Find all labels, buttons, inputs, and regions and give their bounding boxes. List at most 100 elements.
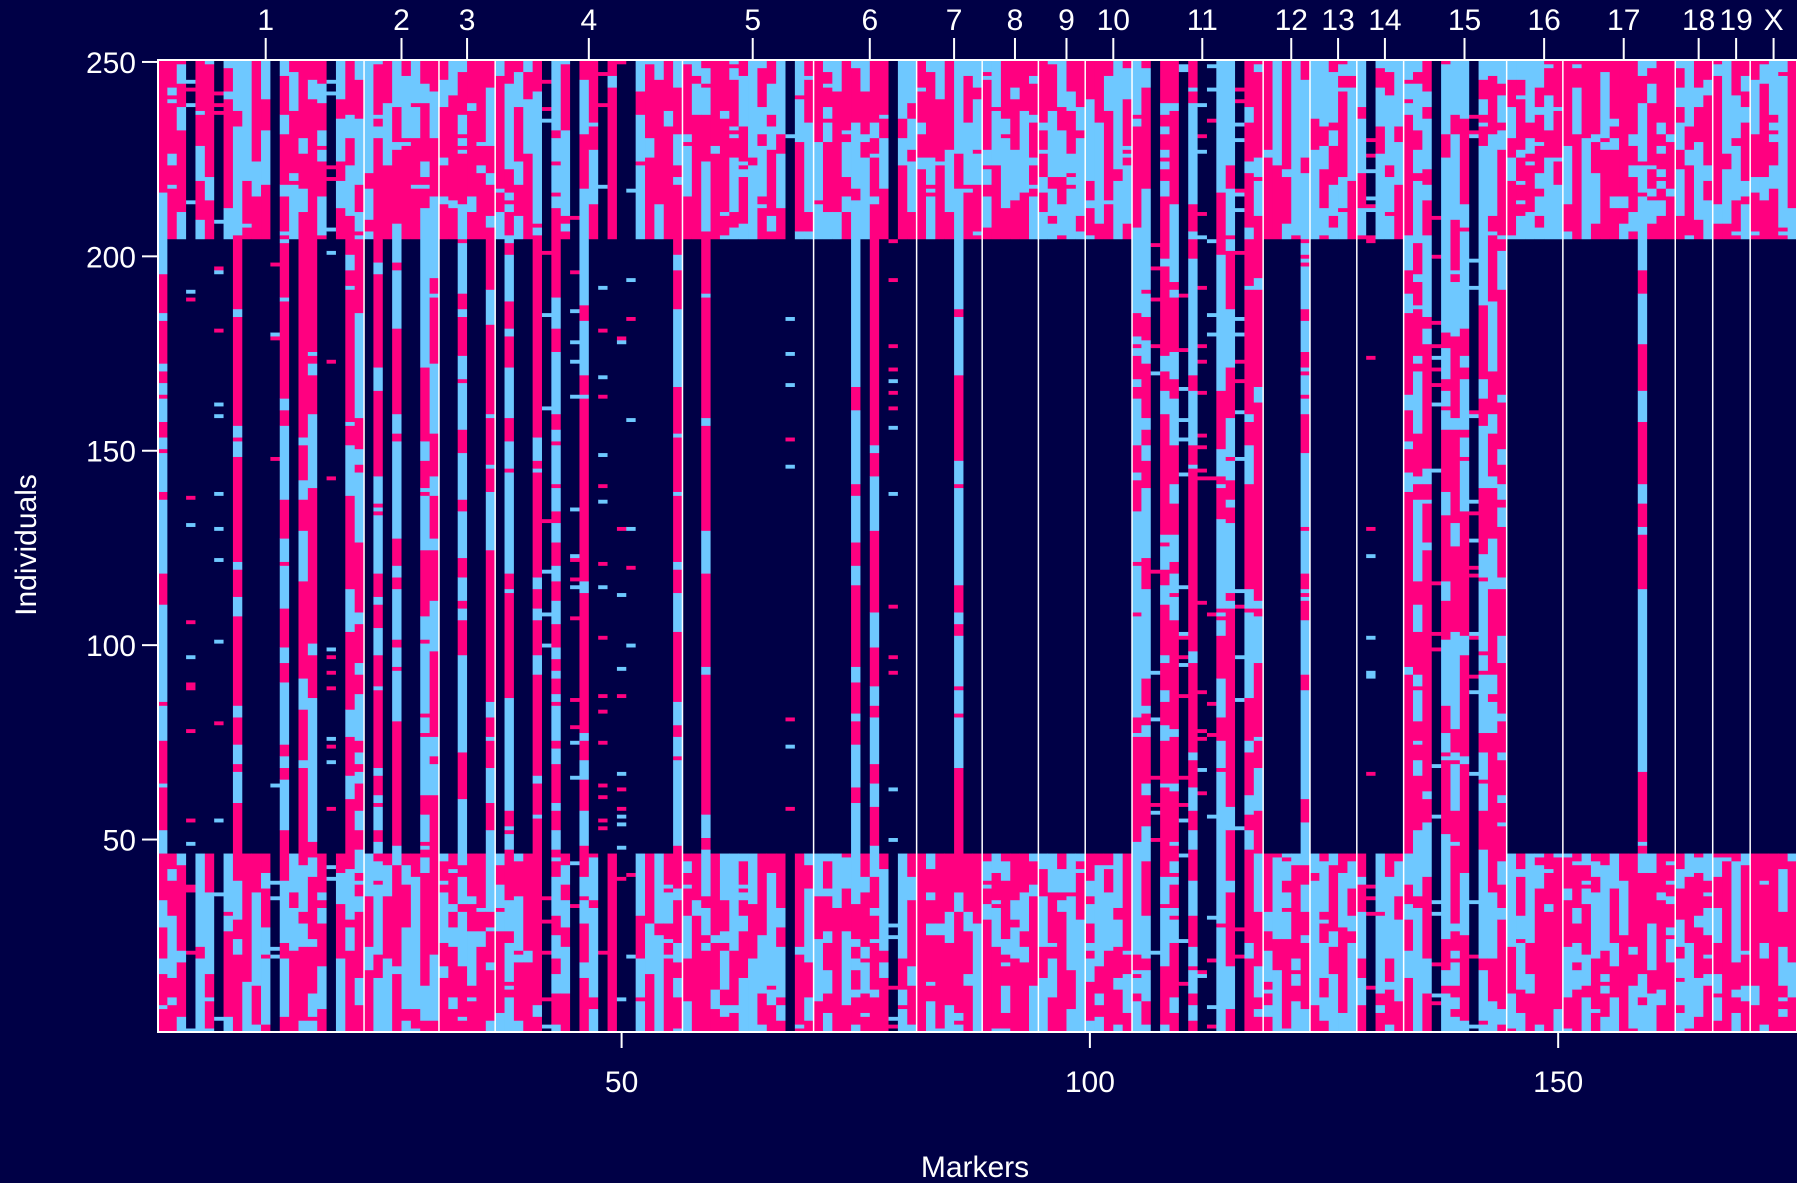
heatmap-cell bbox=[1047, 176, 1058, 189]
heatmap-cell bbox=[1637, 75, 1648, 104]
heatmap-cell bbox=[551, 829, 562, 850]
heatmap-cell bbox=[1384, 876, 1395, 959]
heatmap-cell bbox=[186, 884, 196, 893]
heatmap-cell bbox=[1534, 238, 1545, 854]
heatmap-cell bbox=[598, 374, 608, 380]
heatmap-cell bbox=[1731, 60, 1742, 96]
heatmap-cell bbox=[1731, 145, 1742, 201]
heatmap-cell bbox=[467, 238, 477, 854]
heatmap-cell bbox=[392, 973, 402, 1033]
heatmap-cell bbox=[1160, 258, 1170, 267]
heatmap-cell bbox=[1206, 60, 1217, 65]
heatmap-cell bbox=[1188, 1004, 1198, 1021]
heatmap-cell bbox=[1384, 164, 1395, 178]
heatmap-cell bbox=[1019, 238, 1030, 854]
heatmap-cell bbox=[1356, 106, 1367, 119]
heatmap-cell bbox=[1431, 965, 1442, 994]
heatmap-cell bbox=[326, 744, 337, 749]
heatmap-cell bbox=[1478, 810, 1489, 850]
heatmap-cell bbox=[1188, 969, 1198, 994]
heatmap-cell bbox=[1010, 98, 1021, 150]
heatmap-cell bbox=[607, 238, 618, 854]
heatmap-cell bbox=[1141, 67, 1152, 88]
heatmap-cell bbox=[1647, 199, 1657, 224]
heatmap-cell bbox=[1665, 133, 1676, 143]
heatmap-cell bbox=[279, 538, 290, 562]
heatmap-cell bbox=[1178, 802, 1189, 807]
heatmap-cell bbox=[673, 736, 683, 757]
heatmap-cell bbox=[879, 950, 889, 963]
heatmap-cell bbox=[1441, 833, 1451, 940]
heatmap-cell bbox=[1206, 736, 1217, 815]
heatmap-cell bbox=[869, 763, 880, 784]
heatmap-cell bbox=[757, 106, 768, 135]
heatmap-cell bbox=[1441, 600, 1451, 640]
heatmap-cell bbox=[1703, 985, 1714, 1033]
heatmap-cell bbox=[598, 635, 608, 640]
heatmap-cell bbox=[158, 437, 168, 450]
heatmap-cell bbox=[607, 87, 618, 240]
heatmap-cell bbox=[1188, 468, 1198, 652]
heatmap-cell bbox=[1441, 429, 1451, 492]
heatmap-cell bbox=[785, 133, 796, 139]
heatmap-cell bbox=[710, 989, 721, 1010]
heatmap-cell bbox=[1225, 367, 1236, 419]
heatmap-cell bbox=[1656, 899, 1667, 990]
heatmap-cell bbox=[345, 114, 356, 139]
heatmap-cell bbox=[1188, 231, 1198, 240]
heatmap-cell bbox=[682, 63, 693, 135]
heatmap-cell bbox=[1478, 304, 1489, 380]
heatmap-cell bbox=[860, 91, 871, 135]
heatmap-cell bbox=[186, 83, 196, 88]
heatmap-cell bbox=[1619, 60, 1629, 197]
heatmap-cell bbox=[1628, 238, 1639, 854]
heatmap-cell bbox=[963, 192, 974, 240]
heatmap-cell bbox=[354, 763, 365, 772]
heatmap-cell bbox=[1235, 456, 1245, 461]
heatmap-cell bbox=[326, 359, 337, 364]
heatmap-cell bbox=[691, 915, 702, 1033]
heatmap-cell bbox=[1038, 895, 1049, 947]
heatmap-cell bbox=[158, 899, 168, 928]
heatmap-cell bbox=[186, 654, 196, 660]
heatmap-cell bbox=[420, 176, 431, 185]
heatmap-cell bbox=[822, 71, 833, 84]
heatmap-cell bbox=[1497, 129, 1508, 150]
heatmap-cell bbox=[1469, 958, 1479, 1025]
heatmap-cell bbox=[551, 60, 562, 131]
heatmap-cell bbox=[1450, 728, 1461, 753]
heatmap-cell bbox=[616, 771, 627, 776]
heatmap-cell bbox=[1731, 238, 1742, 854]
heatmap-cell bbox=[1375, 60, 1386, 69]
heatmap-cell bbox=[1740, 196, 1751, 205]
heatmap-cell bbox=[1122, 157, 1133, 166]
heatmap-cell bbox=[1300, 413, 1311, 454]
heatmap-cell bbox=[804, 60, 814, 76]
heatmap-cell bbox=[1160, 196, 1170, 259]
heatmap-cell bbox=[457, 752, 468, 800]
heatmap-cell bbox=[1712, 1020, 1723, 1033]
heatmap-cell bbox=[1487, 701, 1498, 734]
heatmap-cell bbox=[1450, 1016, 1461, 1033]
heatmap-cell bbox=[907, 60, 918, 104]
heatmap-cell bbox=[401, 60, 412, 76]
heatmap-cell bbox=[214, 60, 224, 92]
heatmap-cell bbox=[532, 468, 543, 473]
heatmap-cell bbox=[719, 930, 730, 943]
heatmap-cell bbox=[925, 238, 936, 854]
heatmap-cell bbox=[214, 530, 224, 559]
heatmap-cell bbox=[410, 102, 421, 108]
heatmap-cell bbox=[1581, 238, 1592, 854]
heatmap-cell bbox=[232, 717, 243, 745]
heatmap-cell bbox=[1291, 969, 1302, 975]
heatmap-cell bbox=[588, 853, 599, 858]
heatmap-cell bbox=[1328, 227, 1339, 240]
heatmap-cell bbox=[710, 238, 721, 854]
heatmap-cell bbox=[1431, 911, 1442, 916]
heatmap-cell bbox=[954, 1020, 964, 1025]
heatmap-cell bbox=[1581, 880, 1592, 885]
heatmap-cell bbox=[1150, 810, 1161, 815]
heatmap-cell bbox=[935, 238, 946, 854]
heatmap-cell bbox=[242, 223, 253, 228]
heatmap-cell bbox=[354, 674, 365, 695]
